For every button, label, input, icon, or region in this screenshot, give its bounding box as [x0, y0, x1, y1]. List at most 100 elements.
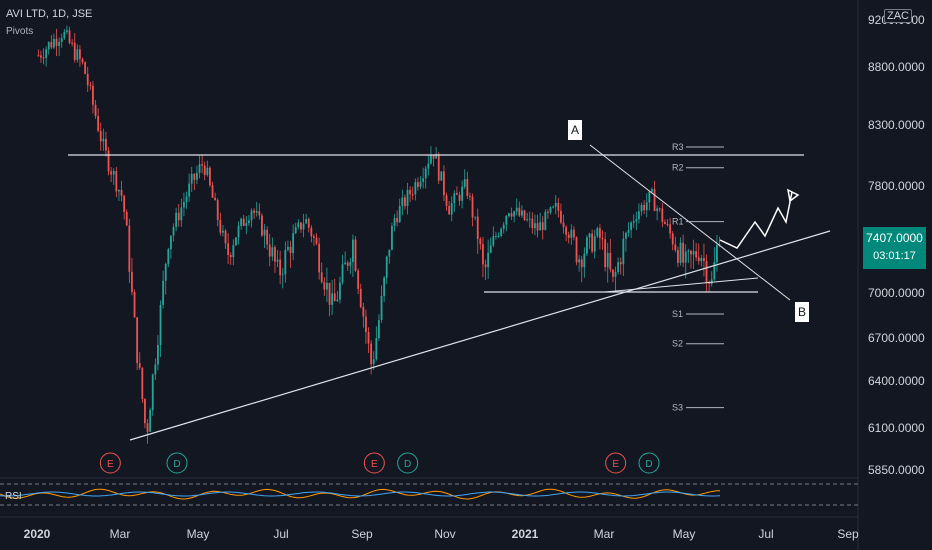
last-price-tag: 7407.0000 03:01:17 [863, 227, 926, 269]
candle-body [235, 237, 237, 246]
candle-body [172, 227, 175, 236]
candle-body [131, 271, 133, 293]
candle-body [141, 367, 144, 400]
event-label: D [173, 459, 180, 470]
candle-body [287, 246, 289, 250]
pivot-label: R1 [672, 217, 684, 227]
candle-body [614, 272, 617, 277]
event-marker [605, 452, 627, 474]
candle-body [619, 262, 622, 265]
candle-body [469, 195, 471, 197]
chart-header-symbol: AVI LTD, 1D, JSE [6, 8, 93, 20]
candle-body [359, 288, 362, 308]
candle-body [596, 228, 599, 237]
y-tick-label: 7800.0000 [868, 179, 925, 193]
candle-body [695, 251, 698, 258]
candle-body [697, 257, 700, 262]
indicator-label: Pivots [6, 26, 34, 37]
candle-body [237, 225, 240, 238]
candle-body [526, 219, 529, 221]
candle-body [489, 245, 492, 253]
candle-body [658, 208, 661, 210]
candle-body [118, 189, 120, 192]
candle-body [370, 343, 373, 365]
candle-body [185, 196, 188, 202]
candle-body [97, 116, 100, 131]
candle-body [539, 222, 542, 231]
candle-body [37, 55, 40, 57]
candle-body [375, 338, 378, 360]
pivot-label: S2 [672, 339, 683, 349]
last-price: 7407.0000 [866, 231, 923, 245]
candle-body [55, 38, 58, 46]
candle-body [94, 104, 97, 117]
x-tick-label: Jul [273, 527, 288, 541]
candle-body [110, 171, 113, 175]
event-marker [99, 452, 121, 474]
event-marker [397, 452, 419, 474]
x-tick-label: May [673, 527, 696, 541]
candle-body [450, 203, 453, 215]
candle-body [180, 207, 183, 221]
candle-body [482, 244, 484, 265]
candle-body [700, 257, 703, 262]
candle-body [518, 207, 521, 216]
annotation-box-b [795, 302, 809, 322]
annotation-box-a [568, 120, 582, 140]
candle-body [266, 229, 269, 245]
candle-body [63, 31, 66, 39]
candle-body [245, 223, 248, 226]
event-marker [166, 452, 188, 474]
candle-body [99, 130, 102, 142]
candle-body [50, 42, 53, 48]
candle-body [406, 190, 409, 206]
candle-body [638, 211, 640, 220]
candle-body [677, 250, 679, 263]
candle-body [456, 193, 458, 195]
candle-body [40, 55, 42, 58]
candle-body [58, 42, 61, 46]
candle-body [302, 223, 305, 230]
candle-body [112, 171, 115, 175]
candle-body [81, 58, 84, 63]
bar-countdown: 03:01:17 [873, 250, 916, 262]
candle-body [352, 239, 354, 262]
candle-body [682, 242, 685, 263]
candle-body [281, 274, 284, 276]
candle-body [149, 410, 152, 432]
candle-body [560, 210, 562, 223]
candle-body [45, 49, 48, 59]
candle-body [710, 279, 713, 284]
projection-path [719, 191, 793, 249]
candle-body [214, 197, 217, 201]
candle-body [713, 262, 716, 280]
rsi-pane-label: RSI [5, 491, 22, 502]
candle-body [554, 203, 557, 207]
candle-body [534, 223, 536, 229]
candle-body [378, 319, 380, 339]
candle-body [107, 150, 110, 172]
candle-body [42, 57, 45, 59]
candle-body [404, 197, 406, 206]
candle-body [716, 244, 718, 263]
y-tick-label: 5850.0000 [868, 463, 925, 477]
candle-body [250, 210, 253, 221]
candle-body [346, 262, 349, 266]
candle-body [261, 215, 263, 236]
x-tick-label: Sep [351, 527, 373, 541]
candle-body [513, 211, 516, 217]
candle-body [396, 218, 399, 223]
candle-body [443, 171, 445, 196]
candle-body [71, 42, 74, 44]
candle-body [398, 206, 401, 223]
candle-body [188, 183, 191, 197]
y-tick-label: 8300.0000 [868, 118, 925, 132]
candle-body [445, 195, 448, 206]
candle-body [661, 208, 664, 223]
candle-body [463, 179, 466, 187]
candle-body [653, 189, 656, 211]
annotation-label-b: B [798, 305, 806, 319]
candle-body [591, 233, 594, 252]
candle-body [586, 237, 588, 254]
